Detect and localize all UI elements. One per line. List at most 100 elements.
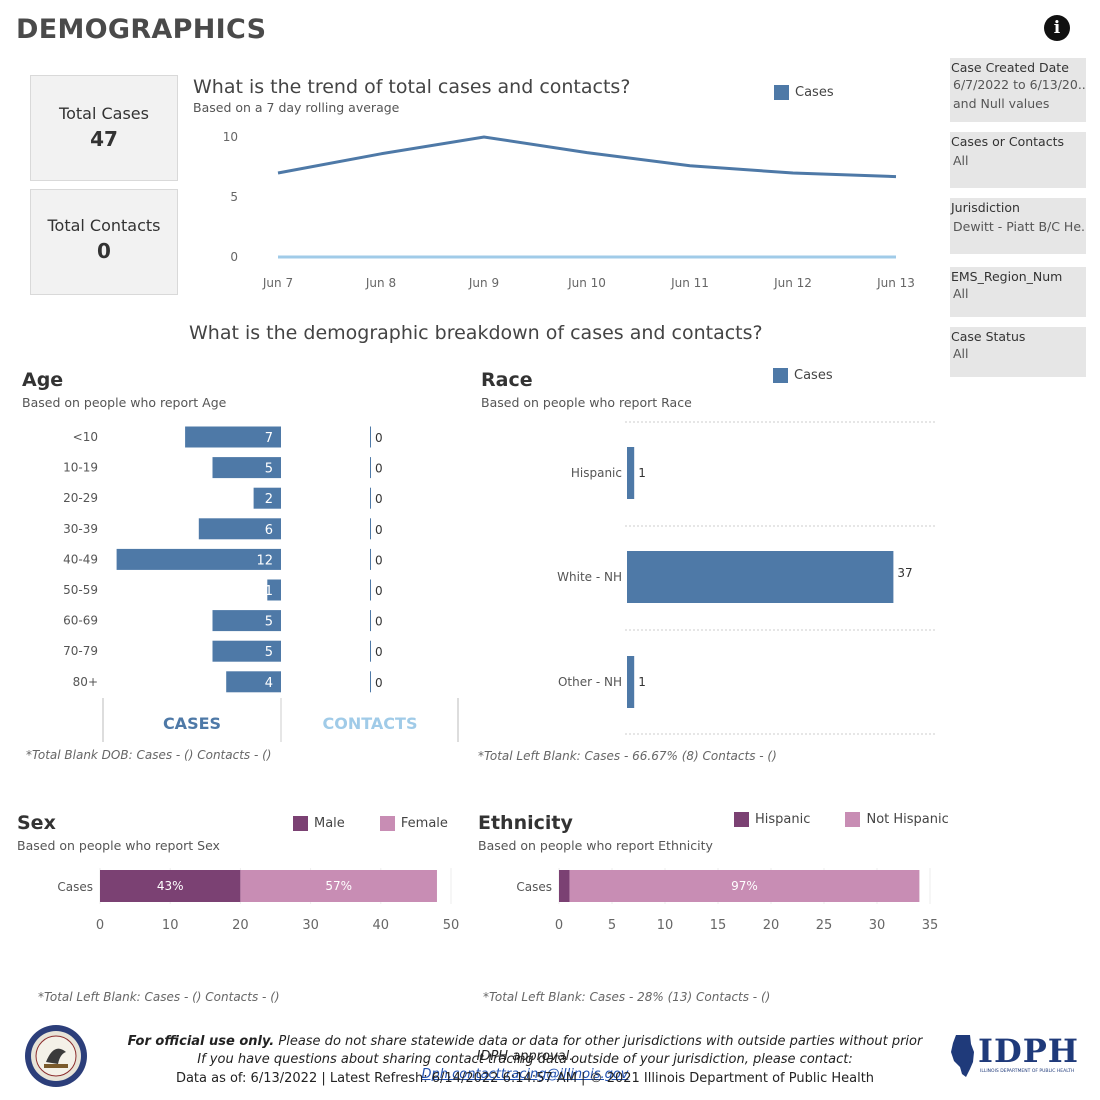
age-cases-bar[interactable] [212,610,282,632]
age-cases-bar[interactable] [212,457,282,479]
stack-segment-label: 97% [731,879,758,893]
footer-email-link[interactable]: Dph.contacttracing@illinois.gov [421,1067,629,1082]
age-cases-bar[interactable] [253,487,281,509]
stack-segment[interactable] [569,870,920,902]
age-contacts-value: 0 [375,492,383,506]
age-note: *Total Blank DOB: Cases - () Contacts - … [26,748,272,762]
trend-series-line [277,135,897,179]
page-title: DEMOGRAPHICS [16,14,267,45]
sex-note: *Total Left Blank: Cases - () Contacts -… [38,990,280,1004]
filter-ems-region[interactable]: EMS_Region_Num All [950,267,1086,317]
age-contacts-bar[interactable] [370,487,371,509]
trend-legend-swatch [774,85,789,100]
filter-value: Dewitt - Piatt B/C He.. [953,219,1086,234]
sex-subtitle: Based on people who report Sex [17,838,220,853]
filter-value: All [953,153,969,168]
age-cases-bar[interactable] [267,579,281,601]
total-contacts-card: Total Contacts 0 [30,189,178,295]
stack-x-tick: 15 [710,918,727,933]
age-contacts-bar[interactable] [370,610,371,632]
age-cases-value: 12 [256,553,273,568]
total-cases-label: Total Cases [59,104,149,123]
trend-y-tick: 0 [230,250,238,264]
filter-label: Jurisdiction [951,200,1020,215]
trend-legend-label: Cases [795,85,834,100]
filter-case-status[interactable]: Case Status All [950,327,1086,377]
age-cases-bar[interactable] [226,671,281,693]
age-contacts-bar[interactable] [370,640,371,662]
race-category-label: Other - NH [558,675,622,689]
trend-x-tick: Jun 10 [567,276,606,290]
race-legend: Cases [773,365,833,384]
stack-segment[interactable] [100,870,241,902]
info-icon[interactable]: i [1044,15,1070,41]
race-bar[interactable] [627,656,635,708]
filter-value: All [953,346,969,361]
stack-x-tick: 5 [608,918,616,933]
footer-contact-text: If you have questions about sharing cont… [197,1052,853,1067]
age-cases-value: 2 [265,492,273,507]
age-cases-bar[interactable] [185,426,281,448]
trend-x-tick: Jun 8 [365,276,396,290]
age-cases-bar[interactable] [212,640,282,662]
trend-y-tick: 5 [230,190,238,204]
breakdown-title: What is the demographic breakdown of cas… [189,322,763,344]
age-contacts-bar[interactable] [370,548,371,570]
total-cases-value: 47 [90,127,118,151]
age-cases-bar[interactable] [198,518,281,540]
filter-label: Cases or Contacts [951,134,1064,149]
ethnicity-title: Ethnicity [478,812,573,834]
age-contacts-bar[interactable] [370,457,371,479]
race-category-label: Hispanic [571,466,622,480]
age-contacts-value: 0 [375,676,383,690]
race-bar[interactable] [627,551,894,603]
filter-value-2: and Null values [953,96,1050,111]
sex-legend-female-label: Female [400,816,448,831]
ethnicity-legend-nothispanic-label: Not Hispanic [866,812,949,827]
ethnicity-legend: Hispanic Not Hispanic [734,809,949,828]
trend-chart: 10 5 0 Jun 7 Jun 8 Jun 9 Jun 10 Jun 11 Jun 12 Jun… [223,130,915,290]
total-cases-card: Total Cases 47 [30,75,178,181]
age-cases-axis-label: CASES [163,714,221,733]
age-cases-value: 7 [265,431,273,446]
age-contacts-bar[interactable] [370,518,371,540]
stack-segment[interactable] [240,870,437,902]
race-legend-swatch [773,368,788,383]
stack-x-tick: 10 [657,918,674,933]
trend-x-tick: Jun 13 [876,276,915,290]
age-cases-value: 5 [265,645,273,660]
age-cases-bar[interactable] [116,548,281,570]
age-contacts-bar[interactable] [370,426,371,448]
ethnicity-note: *Total Left Blank: Cases - 28% (13) Cont… [483,990,771,1004]
age-contacts-value: 0 [375,584,383,598]
filter-value: 6/7/2022 to 6/13/20.. [953,77,1086,92]
trend-x-tick: Jun 7 [262,276,293,290]
ethnicity-legend-hispanic-label: Hispanic [755,812,811,827]
stack-x-tick: 10 [162,918,179,933]
ethnicity-subtitle: Based on people who report Ethnicity [478,838,713,853]
stack-segment-label: 43% [157,879,184,893]
sex-title: Sex [17,812,56,834]
filter-cases-or-contacts[interactable]: Cases or Contacts All [950,132,1086,188]
ethnicity-legend-hispanic-swatch [734,812,749,827]
trend-subtitle: Based on a 7 day rolling average [193,100,400,115]
stack-x-tick: 40 [373,918,390,933]
stack-segment[interactable] [559,870,570,902]
trend-x-tick: Jun 11 [670,276,709,290]
ethnicity-chart: 0 5 10 15 20 25 30 35 Cases 97% [516,868,938,933]
age-category-label: 40-49 [63,552,98,566]
age-contacts-bar[interactable] [370,579,371,601]
age-category-label: 10-19 [63,461,98,475]
total-contacts-label: Total Contacts [47,216,161,235]
footer-line-1: For official use only. Please do not sha… [110,1034,940,1064]
age-contacts-bar[interactable] [370,671,371,693]
sex-chart: 0 10 20 30 40 50 Cases 43% 57% [57,868,459,933]
race-subtitle: Based on people who report Race [481,395,692,410]
age-contacts-value: 0 [375,462,383,476]
filter-case-created-date[interactable]: Case Created Date 6/7/2022 to 6/13/20.. … [950,58,1086,122]
race-bar[interactable] [627,447,635,499]
trend-legend: Cases [774,82,834,101]
race-legend-label: Cases [794,368,833,383]
idph-logo-subtext: ILLINOIS DEPARTMENT OF PUBLIC HEALTH [980,1069,1075,1074]
filter-jurisdiction[interactable]: Jurisdiction Dewitt - Piatt B/C He.. [950,198,1086,254]
